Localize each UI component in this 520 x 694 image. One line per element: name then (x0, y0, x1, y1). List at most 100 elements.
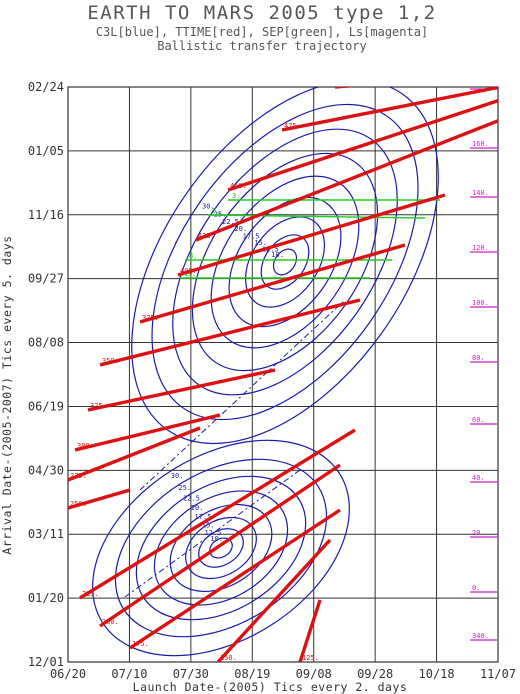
sep-label: 3. (232, 192, 240, 200)
c3l-label: 30. (171, 472, 184, 480)
ttime-contour (129, 508, 341, 650)
c3l-label: 30. (202, 202, 215, 210)
y-tick-label: 09/27 (28, 272, 64, 286)
ttime-contour (87, 368, 276, 412)
c3l-contour (191, 152, 379, 372)
ttime-label: 350. (102, 357, 119, 365)
c3l-contour (210, 175, 360, 349)
chart-subtitle-2: Ballistic transfer trajectory (157, 39, 367, 53)
y-tick-label: 01/05 (28, 144, 64, 158)
ls-label: 120. (472, 244, 489, 252)
x-tick-label: 08/19 (234, 667, 270, 681)
c3l-label: 20. (234, 225, 247, 233)
c3l-label: 15. (202, 521, 215, 529)
c3l-label: 15. (254, 239, 267, 247)
ls-label: 340. (472, 632, 489, 640)
c3l-contour (244, 216, 326, 308)
ttime-contour (195, 118, 498, 242)
ls-label: 140. (472, 189, 489, 197)
ttime-label: 375. (142, 314, 159, 322)
c3l-boundary (139, 299, 346, 491)
ttime-label: 500. (337, 79, 354, 87)
ttime-contour (99, 298, 361, 367)
ttime-label: 200. (102, 618, 119, 626)
sep-contours: 3. 5. 8. 10. (180, 192, 440, 279)
c3l-contour (114, 458, 328, 638)
c3l-label: 12.5 (262, 246, 279, 254)
ttime-label: 325. (90, 402, 107, 410)
c3l-label: 17.5 (243, 232, 260, 240)
sep-contour (207, 214, 426, 219)
ttime-contours: 500. 475. 450. 425. 400. 375. 350. 325. 300. 275.… (68, 79, 498, 662)
sep-label: 5. (212, 207, 220, 215)
ls-contours: 180. 160. 140. 120. 100. 80. 60. 40. 20. 0. 340. (470, 81, 497, 641)
ttime-label: 275. (70, 472, 87, 480)
c3l-contour (185, 516, 257, 580)
ls-label: 0. (472, 584, 480, 592)
ttime-label: 400. (180, 267, 197, 275)
c3l-contour (228, 196, 342, 328)
plot-frame (67, 86, 499, 663)
ttime-label: 125. (302, 654, 319, 662)
ls-label: 60. (472, 416, 485, 424)
ttime-contour (139, 243, 406, 324)
x-tick-label: 09/08 (296, 667, 332, 681)
ls-label: 100. (472, 299, 489, 307)
c3l-label: 10. (210, 535, 223, 543)
ls-label: 180. (472, 81, 489, 89)
x-tick-labels: 06/20 07/10 07/30 08/19 09/08 09/28 10/18 11/07 (50, 667, 516, 681)
x-tick-label: 07/10 (111, 667, 147, 681)
x-tick-label: 06/20 (50, 667, 86, 681)
y-tick-label: 12/01 (28, 655, 64, 669)
ls-label: 40. (472, 474, 485, 482)
ttime-contour (68, 488, 131, 510)
x-axis-label: Launch Date-(2005) Tics every 2. days (133, 680, 408, 694)
y-axis-label: Arrival Date-(2005-2007) Tics every 5. d… (0, 235, 14, 554)
y-tick-label: 08/08 (28, 336, 64, 350)
c3l-contour (135, 475, 307, 621)
sep-label: 10. (184, 270, 197, 278)
c3l-label: 25. (178, 484, 191, 492)
y-tick-label: 06/19 (28, 399, 64, 413)
c3l-contour (151, 103, 419, 421)
ttime-label: 300. (77, 442, 94, 450)
y-tick-label: 02/24 (28, 80, 64, 94)
ttime-contour (74, 413, 221, 452)
ttime-label: 475. (284, 122, 301, 130)
ttime-label: 225. (82, 590, 99, 598)
ls-label: 160. (472, 140, 489, 148)
chart-title: EARTH TO MARS 2005 type 1,2 (87, 2, 436, 24)
y-tick-label: 01/20 (28, 591, 64, 605)
c3l-contour (172, 128, 398, 396)
c3l-contour (131, 87, 439, 445)
ttime-contour (335, 87, 356, 89)
ttime-label: 150. (220, 654, 237, 662)
x-tick-label: 10/18 (419, 667, 455, 681)
x-tick-label: 09/28 (357, 667, 393, 681)
y-tick-label: 04/30 (28, 463, 64, 477)
x-tick-label: 11/07 (480, 667, 516, 681)
c3l-label: 17.5 (194, 513, 211, 521)
c3l-label: 22.5 (183, 495, 200, 503)
y-tick-label: 03/11 (28, 527, 64, 541)
ttime-contour (216, 538, 332, 662)
chart-subtitle: C3L[blue], TTIME[red], SEP[green], Ls[ma… (96, 25, 428, 39)
ttime-label: 425. (198, 232, 215, 240)
ttime-contour (298, 599, 322, 662)
c3l-contour (92, 439, 350, 657)
ttime-contour (99, 463, 341, 628)
x-tick-label: 07/30 (173, 667, 209, 681)
ttime-contour (79, 428, 356, 600)
c3l-label: 10. (271, 251, 284, 259)
sep-label: 8. (189, 252, 197, 260)
c3l-contour (272, 248, 298, 276)
c3l-label: 22.5 (222, 218, 239, 226)
ls-label: 20. (472, 529, 485, 537)
y-tick-label: 11/16 (28, 208, 64, 222)
y-tick-labels: 12/01 01/20 03/11 04/30 06/19 08/08 09/27 11/16… (28, 80, 64, 669)
ttime-contour (227, 98, 498, 192)
ls-label: 80. (472, 354, 485, 362)
c3l-label: 20. (191, 504, 204, 512)
ttime-label: 250. (70, 500, 87, 508)
c3l-boundary (124, 469, 301, 598)
